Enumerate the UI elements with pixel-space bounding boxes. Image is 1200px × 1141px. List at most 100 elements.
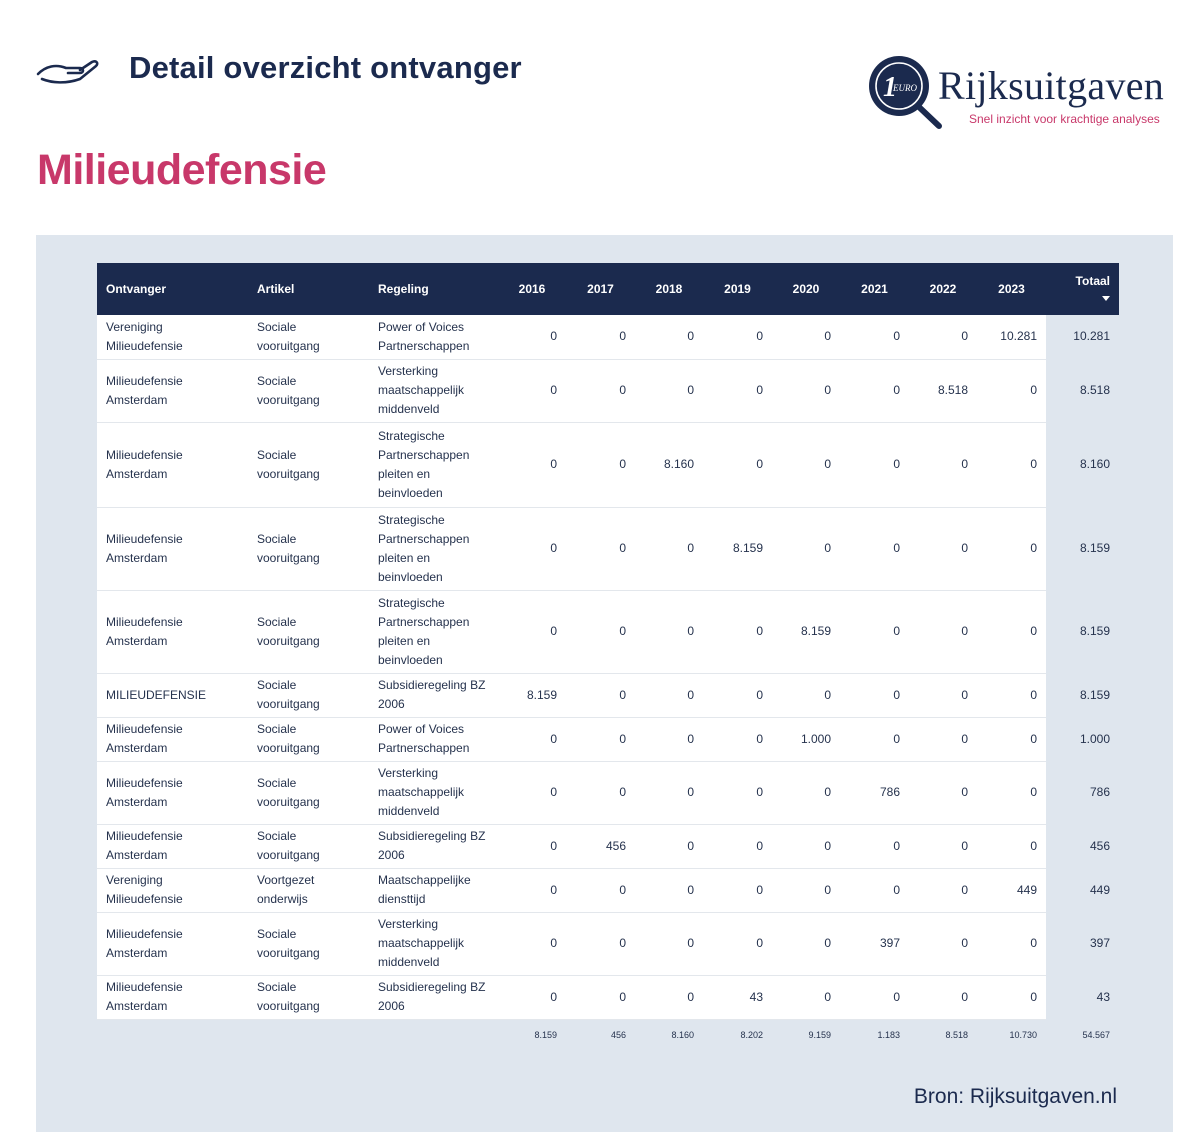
cell-regeling: Versterking maatschappelijk middenveld — [369, 359, 498, 423]
table-row[interactable]: Milieudefensie Amsterdam Sociale vooruitg… — [97, 912, 1119, 976]
cell-year-2020: 0 — [772, 912, 840, 976]
table-row[interactable]: Milieudefensie Amsterdam Sociale vooruitg… — [97, 824, 1119, 869]
column-total-cell: 8.518 — [909, 1019, 977, 1050]
table-row[interactable]: Milieudefensie Amsterdam Sociale vooruitg… — [97, 761, 1119, 825]
cell-year-2016: 8.159 — [498, 673, 566, 718]
cell-year-2016: 0 — [498, 912, 566, 976]
column-header-2022[interactable]: 2022 — [909, 263, 977, 315]
recipient-title: Milieudefensie — [37, 146, 327, 194]
cell-artikel: Sociale vooruitgang — [248, 673, 369, 718]
column-header-2016[interactable]: 2016 — [498, 263, 566, 315]
cell-year-2017: 0 — [566, 868, 635, 913]
grand-total-cell: 54.567 — [1046, 1019, 1119, 1050]
table-row[interactable]: Milieudefensie Amsterdam Sociale vooruitg… — [97, 975, 1119, 1020]
cell-year-2022: 0 — [909, 673, 977, 718]
page-heading: Detail overzicht ontvanger — [129, 50, 522, 85]
cell-year-2023: 0 — [977, 717, 1046, 762]
cell-year-2020: 0 — [772, 761, 840, 825]
svg-text:1: 1 — [883, 72, 897, 103]
totals-label-cell — [97, 1019, 498, 1050]
cell-totaal: 8.159 — [1046, 590, 1119, 674]
table-row[interactable]: Vereniging Milieudefensie Sociale vooruit… — [97, 315, 1119, 360]
cell-year-2022: 0 — [909, 975, 977, 1020]
cell-artikel: Sociale vooruitgang — [248, 717, 369, 762]
column-total-cell: 9.159 — [772, 1019, 840, 1050]
cell-artikel: Sociale vooruitgang — [248, 422, 369, 508]
cell-totaal: 8.159 — [1046, 673, 1119, 718]
column-header-2017[interactable]: 2017 — [566, 263, 635, 315]
table-row[interactable]: Milieudefensie Amsterdam Sociale vooruitg… — [97, 359, 1119, 423]
cell-year-2019: 8.159 — [703, 507, 772, 591]
column-header-2021[interactable]: 2021 — [840, 263, 909, 315]
cell-year-2023: 0 — [977, 761, 1046, 825]
table-row[interactable]: MILIEUDEFENSIE Sociale vooruitgang Subsidi… — [97, 673, 1119, 718]
logo-name: Rijksuitgaven — [938, 63, 1165, 108]
cell-year-2021: 0 — [840, 315, 909, 360]
cell-year-2021: 786 — [840, 761, 909, 825]
cell-totaal: 786 — [1046, 761, 1119, 825]
table-row[interactable]: Milieudefensie Amsterdam Sociale vooruitg… — [97, 717, 1119, 762]
cell-totaal: 43 — [1046, 975, 1119, 1020]
cell-year-2018: 8.160 — [635, 422, 703, 508]
cell-year-2018: 0 — [635, 824, 703, 869]
svg-text:EURO: EURO — [892, 83, 917, 93]
table-row[interactable]: Milieudefensie Amsterdam Sociale vooruitg… — [97, 422, 1119, 508]
cell-year-2021: 0 — [840, 590, 909, 674]
cell-year-2021: 0 — [840, 717, 909, 762]
column-header-totaal[interactable]: Totaal — [1046, 263, 1119, 315]
cell-year-2020: 0 — [772, 824, 840, 869]
cell-year-2016: 0 — [498, 761, 566, 825]
column-header-artikel[interactable]: Artikel — [248, 263, 369, 315]
cell-regeling: Versterking maatschappelijk middenveld — [369, 761, 498, 825]
cell-year-2023: 0 — [977, 824, 1046, 869]
cell-year-2023: 0 — [977, 422, 1046, 508]
cell-year-2017: 0 — [566, 912, 635, 976]
table-row[interactable]: Vereniging Milieudefensie Voortgezet onde… — [97, 868, 1119, 913]
cell-ontvanger: Milieudefensie Amsterdam — [97, 590, 248, 674]
cell-year-2018: 0 — [635, 868, 703, 913]
cell-artikel: Sociale vooruitgang — [248, 315, 369, 360]
cell-artikel: Sociale vooruitgang — [248, 975, 369, 1020]
cell-artikel: Voortgezet onderwijs — [248, 868, 369, 913]
cell-year-2023: 0 — [977, 912, 1046, 976]
cell-year-2023: 0 — [977, 507, 1046, 591]
cell-year-2019: 0 — [703, 717, 772, 762]
cell-year-2023: 0 — [977, 590, 1046, 674]
cell-regeling: Subsidieregeling BZ 2006 — [369, 824, 498, 869]
table-row[interactable]: Milieudefensie Amsterdam Sociale vooruitg… — [97, 590, 1119, 674]
totaal-label: Totaal — [1075, 274, 1110, 288]
cell-totaal: 8.159 — [1046, 507, 1119, 591]
cell-year-2018: 0 — [635, 761, 703, 825]
cell-ontvanger: Milieudefensie Amsterdam — [97, 717, 248, 762]
cell-year-2020: 0 — [772, 868, 840, 913]
column-header-regeling[interactable]: Regeling — [369, 263, 498, 315]
column-total-cell: 8.159 — [498, 1019, 566, 1050]
cell-artikel: Sociale vooruitgang — [248, 359, 369, 423]
cell-year-2021: 0 — [840, 422, 909, 508]
cell-year-2022: 8.518 — [909, 359, 977, 423]
cell-year-2017: 0 — [566, 422, 635, 508]
cell-ontvanger: Milieudefensie Amsterdam — [97, 975, 248, 1020]
cell-year-2022: 0 — [909, 422, 977, 508]
column-header-2019[interactable]: 2019 — [703, 263, 772, 315]
column-header-2023[interactable]: 2023 — [977, 263, 1046, 315]
cell-year-2019: 0 — [703, 673, 772, 718]
sort-descending-icon[interactable] — [1102, 296, 1110, 301]
cell-regeling: Maatschappelijke diensttijd — [369, 868, 498, 913]
cell-year-2019: 0 — [703, 824, 772, 869]
cell-year-2020: 1.000 — [772, 717, 840, 762]
column-total-cell: 8.160 — [635, 1019, 703, 1050]
column-total-cell: 456 — [566, 1019, 635, 1050]
cell-ontvanger: Milieudefensie Amsterdam — [97, 824, 248, 869]
cell-year-2021: 0 — [840, 975, 909, 1020]
column-header-2018[interactable]: 2018 — [635, 263, 703, 315]
cell-regeling: Strategische Partnerschappen pleiten en … — [369, 590, 498, 674]
cell-year-2016: 0 — [498, 422, 566, 508]
cell-year-2018: 0 — [635, 717, 703, 762]
totals-row: 8.159 456 8.160 8.202 9.159 1.183 8.518 10.730 5… — [97, 1019, 1119, 1050]
table-row[interactable]: Milieudefensie Amsterdam Sociale vooruitg… — [97, 507, 1119, 591]
column-header-ontvanger[interactable]: Ontvanger — [97, 263, 248, 315]
cell-year-2016: 0 — [498, 717, 566, 762]
column-header-2020[interactable]: 2020 — [772, 263, 840, 315]
cell-year-2020: 0 — [772, 422, 840, 508]
